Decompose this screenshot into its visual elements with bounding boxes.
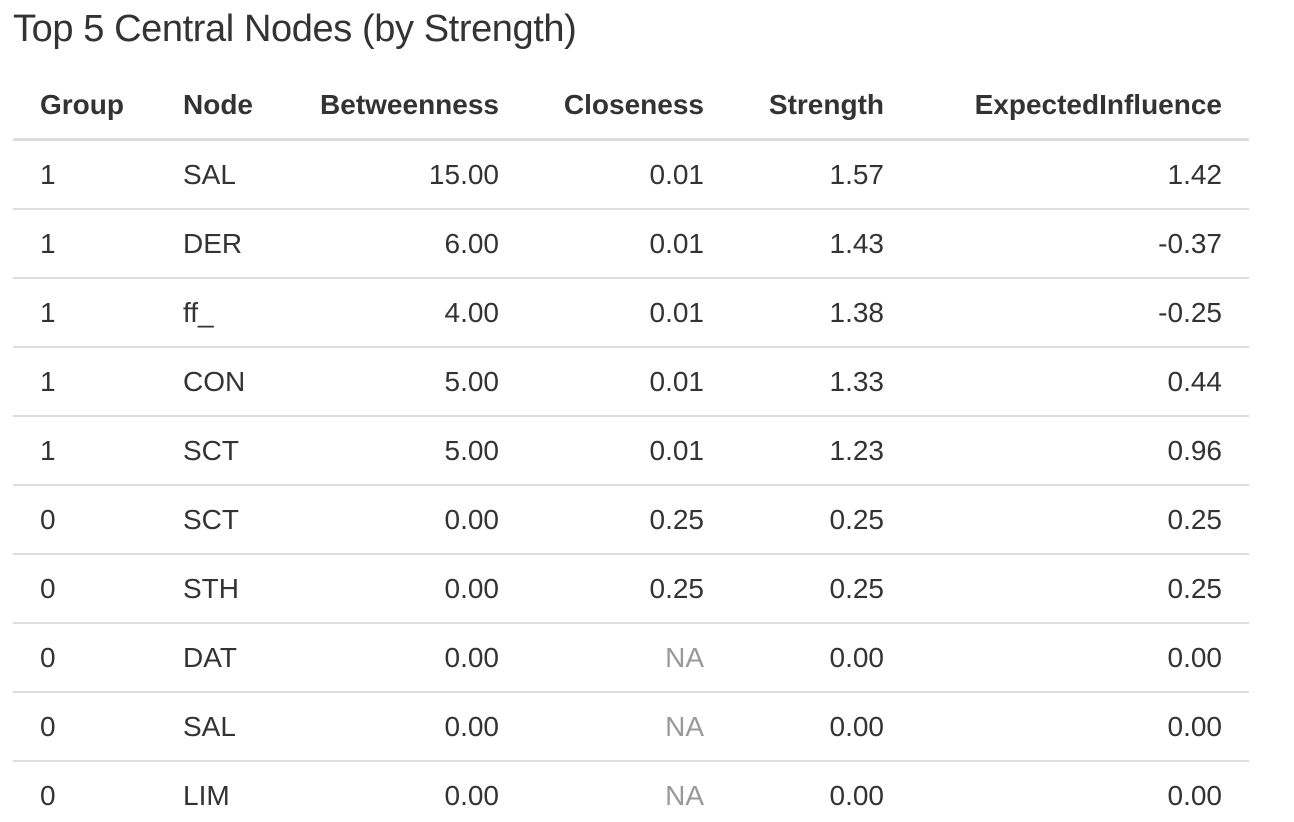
column-header-node: Node [156,72,286,141]
central-nodes-table-container: Group Node Betweenness Closeness Strengt… [13,72,1249,822]
cell-group: 1 [13,416,156,486]
central-nodes-table: Group Node Betweenness Closeness Strengt… [13,72,1249,822]
cell-expected-influence: 0.44 [911,347,1249,417]
cell-expected-influence: 0.96 [911,416,1249,486]
cell-expected-influence: 0.00 [911,623,1249,693]
cell-betweenness: 0.00 [286,485,526,555]
cell-expected-influence: 0.25 [911,554,1249,624]
cell-node: SCT [156,416,286,486]
cell-betweenness: 5.00 [286,347,526,417]
cell-betweenness: 5.00 [286,416,526,486]
cell-strength: 0.00 [731,692,911,762]
column-header-strength: Strength [731,72,911,141]
cell-expected-influence: -0.37 [911,209,1249,279]
cell-group: 0 [13,623,156,693]
cell-closeness: 0.01 [526,278,731,348]
cell-group: 1 [13,278,156,348]
cell-closeness: 0.25 [526,554,731,624]
table-header-row: Group Node Betweenness Closeness Strengt… [13,72,1249,141]
table-row: 0 SCT 0.00 0.25 0.25 0.25 [13,485,1249,555]
table-row: 1 SAL 15.00 0.01 1.57 1.42 [13,139,1249,210]
cell-strength: 1.57 [731,139,911,210]
table-row: 1 ff_ 4.00 0.01 1.38 -0.25 [13,278,1249,348]
table-row: 1 SCT 5.00 0.01 1.23 0.96 [13,416,1249,486]
cell-expected-influence: 0.00 [1167,779,1223,811]
table-row: 1 DER 6.00 0.01 1.43 -0.37 [13,209,1249,279]
cell-closeness: 0.01 [526,139,731,210]
cell-node: LIM [183,779,230,811]
cell-closeness: NA [665,779,704,811]
cell-closeness: 0.01 [526,209,731,279]
page-title: Top 5 Central Nodes (by Strength) [13,8,577,50]
cell-closeness: 0.01 [526,416,731,486]
cell-node: DAT [156,623,286,693]
column-header-betweenness: Betweenness [286,72,526,141]
table-row: 0 LIM 0.00 NA 0.00 0.00 [13,761,1249,822]
cell-group: 0 [13,554,156,624]
cell-betweenness: 0.00 [286,692,526,762]
cell-betweenness: 4.00 [286,278,526,348]
cell-strength: 0.00 [829,779,885,811]
column-header-group: Group [13,72,156,141]
cell-closeness: NA [526,623,731,693]
cell-group: 0 [40,779,56,811]
cell-strength: 1.33 [731,347,911,417]
cell-expected-influence: 0.00 [911,692,1249,762]
cell-expected-influence: 1.42 [911,139,1249,210]
cell-strength: 1.43 [731,209,911,279]
table-row: 1 CON 5.00 0.01 1.33 0.44 [13,347,1249,417]
cell-group: 1 [13,139,156,210]
cell-betweenness: 0.00 [444,779,500,811]
column-header-expected-influence: ExpectedInfluence [911,72,1249,141]
cell-betweenness: 0.00 [286,554,526,624]
table-row: 0 STH 0.00 0.25 0.25 0.25 [13,554,1249,624]
cell-node: ff_ [156,278,286,348]
cell-strength: 0.25 [731,554,911,624]
cell-group: 1 [13,209,156,279]
table-row: 0 DAT 0.00 NA 0.00 0.00 [13,623,1249,693]
cell-closeness: 0.01 [526,347,731,417]
cell-group: 1 [13,347,156,417]
cell-strength: 1.23 [731,416,911,486]
cell-strength: 0.00 [731,623,911,693]
cell-expected-influence: 0.25 [911,485,1249,555]
cell-expected-influence: -0.25 [911,278,1249,348]
cell-node: SCT [156,485,286,555]
cell-group: 0 [13,692,156,762]
table-body: 1 SAL 15.00 0.01 1.57 1.42 1 DER 6.00 0.01 1.43 -0.… [13,139,1249,822]
cell-node: STH [156,554,286,624]
cell-node: SAL [156,139,286,210]
cell-betweenness: 0.00 [286,623,526,693]
cell-node: DER [156,209,286,279]
cell-node: SAL [156,692,286,762]
cell-closeness: NA [526,692,731,762]
cell-betweenness: 6.00 [286,209,526,279]
table-row: 0 SAL 0.00 NA 0.00 0.00 [13,692,1249,762]
cell-closeness: 0.25 [526,485,731,555]
cell-strength: 1.38 [731,278,911,348]
cell-group: 0 [13,485,156,555]
cell-betweenness: 15.00 [286,139,526,210]
cell-node: CON [156,347,286,417]
column-header-closeness: Closeness [526,72,731,141]
cell-strength: 0.25 [731,485,911,555]
